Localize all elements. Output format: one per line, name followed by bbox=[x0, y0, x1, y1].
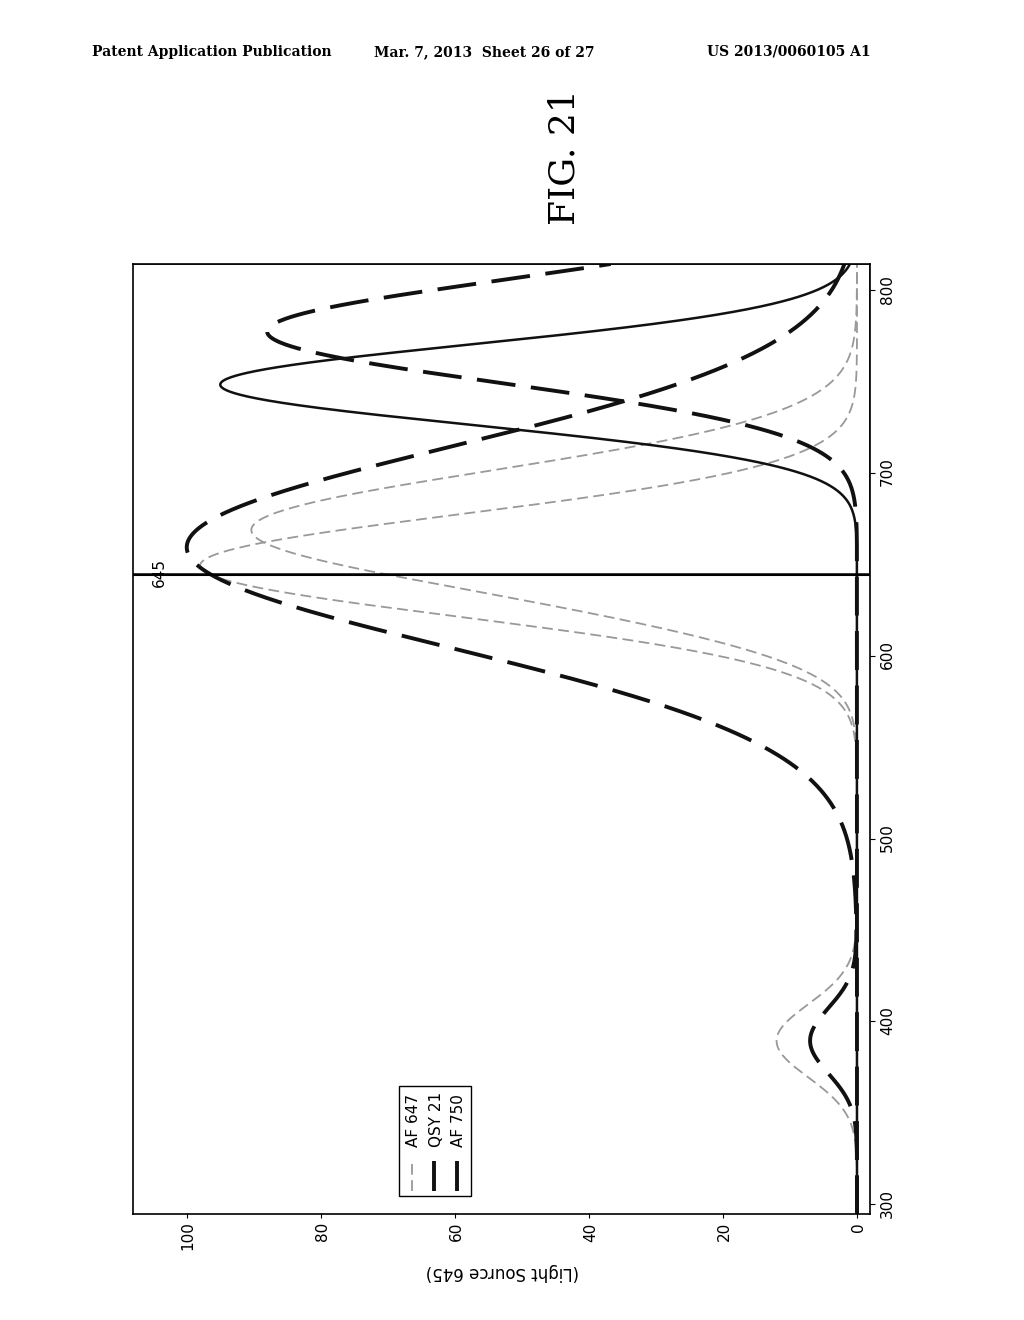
Text: Mar. 7, 2013  Sheet 26 of 27: Mar. 7, 2013 Sheet 26 of 27 bbox=[374, 45, 594, 59]
Text: US 2013/0060105 A1: US 2013/0060105 A1 bbox=[707, 45, 870, 59]
Text: Patent Application Publication: Patent Application Publication bbox=[92, 45, 332, 59]
